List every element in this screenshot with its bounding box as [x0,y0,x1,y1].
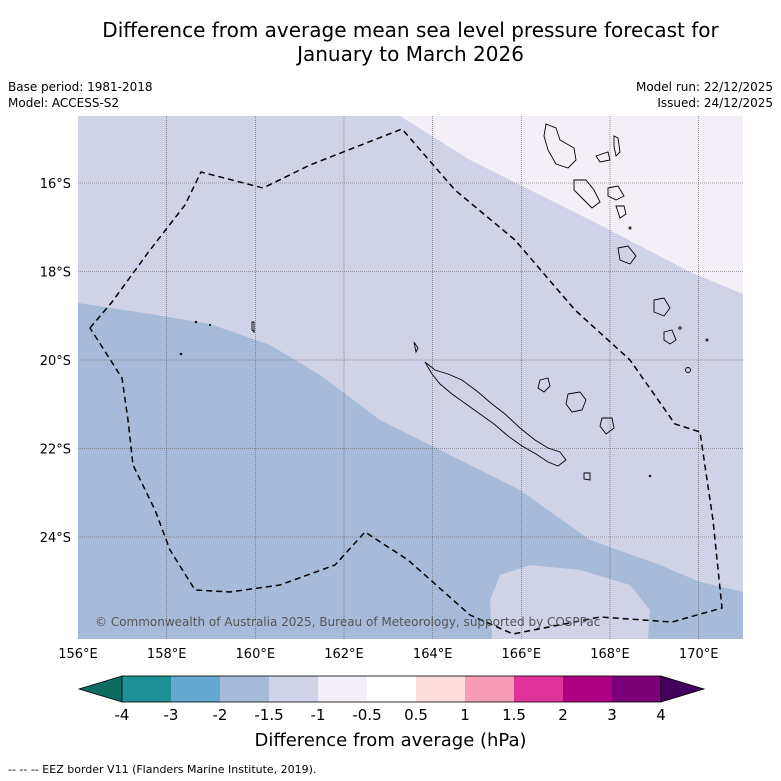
meta-right: Model run: 22/12/2025 Issued: 24/12/2025 [636,79,773,111]
lon-label-156e: 156°E [58,647,98,662]
reef-islet-3 [208,323,212,327]
colorbar-segment [122,676,171,702]
lon-label-168e: 168°E [590,647,630,662]
lat-label-20s: 20°S [40,354,71,369]
model-name: Model: ACCESS-S2 [8,96,120,110]
erromango-island [653,297,671,317]
colorbar-tick-label: 1.5 [502,706,526,724]
colorbar: -4 -3 -2 -1.5 -1 -0.5 0.5 1 1.5 2 3 4 [77,675,706,724]
colorbar-segment [171,676,220,702]
base-period: Base period: 1981-2018 [8,80,153,94]
model-run: Model run: 22/12/2025 [635,80,773,94]
title-line-1: Difference from average mean sea level p… [102,18,719,42]
belep-island [413,341,419,354]
epi-island [615,205,627,219]
colorbar-segment [612,676,661,702]
malekula-island [573,179,601,209]
eez-border [89,128,723,635]
meta-left: Base period: 1981-2018 Model: ACCESS-S2 [8,79,153,111]
aneityum-island [685,367,691,373]
aniwa-island [678,326,682,330]
colorbar-segment [465,676,514,702]
colorbar-tick-label: -1.5 [254,706,283,724]
maewo-island [613,135,621,157]
reef-islet-1 [194,320,198,324]
coastlines [179,123,709,481]
new-caledonia [424,361,567,467]
efate-island [617,245,637,265]
title-line-2: January to March 2026 [297,42,524,66]
colorbar-arrow-high [660,675,706,703]
eez-legend-note: -- -- -- EEZ border V11 (Flanders Marine… [8,763,317,776]
lon-label-162e: 162°E [324,647,364,662]
tanna-island [663,329,677,345]
colorbar-segment [367,676,416,702]
anomaly-band-minus1 [400,116,743,294]
colorbar-segment [514,676,563,702]
chesterfield-reef [251,321,255,334]
isle-of-pines [583,472,591,481]
shepherd-islands [628,226,632,230]
lat-label-18s: 18°S [40,266,71,281]
copyright-text: © Commonwealth of Australia 2025, Bureau… [95,615,600,629]
colorbar-segment [220,676,269,702]
lon-label-170e: 170°E [679,647,719,662]
colorbar-tick-label: 1 [460,706,470,724]
colorbar-segment [318,676,367,702]
mare-island [599,417,615,435]
ambae-island [595,151,611,163]
anomaly-band-minus2 [78,303,743,639]
colorbar-tick-label: 3 [607,706,617,724]
lat-axis: 16°S 18°S 20°S 22°S 24°S [40,177,71,546]
colorbar-tick-label: -3 [164,706,179,724]
pentecost-island [607,185,625,201]
colorbar-tick-label: -0.5 [352,706,381,724]
lon-label-164e: 164°E [413,647,453,662]
colorbar-tick-label: 4 [656,706,666,724]
colorbar-tick-label: -2 [213,706,228,724]
lon-label-160e: 160°E [236,647,276,662]
lat-label-22s: 22°S [40,443,71,458]
walpole-island [648,474,652,478]
colorbar-tick-label: 0.5 [404,706,428,724]
lon-label-158e: 158°E [147,647,187,662]
lat-label-16s: 16°S [40,177,71,192]
map-area: © Commonwealth of Australia 2025, Bureau… [78,116,743,639]
colorbar-segment [563,676,612,702]
colorbar-tick-label: -1 [311,706,326,724]
map-title: Difference from average mean sea level p… [40,18,781,66]
colorbar-tick-label: -4 [115,706,130,724]
colorbar-tick-label: 2 [558,706,568,724]
lifou-island [565,391,587,413]
colorbar-segment [269,676,318,702]
lon-label-166e: 166°E [502,647,542,662]
lat-label-24s: 24°S [40,531,71,546]
colorbar-title: Difference from average (hPa) [254,730,527,751]
issued-date: Issued: 24/12/2025 [657,96,773,110]
colorbar-segment [416,676,465,702]
futuna-island [705,338,709,342]
colorbar-frame [121,675,662,703]
espiritu-santo [543,123,577,169]
ouvea-island [537,377,551,393]
reef-islet-2 [179,352,183,356]
colorbar-arrow-low [77,675,123,703]
graticule [78,116,743,639]
lon-axis: 156°E 158°E 160°E 162°E 164°E 166°E 168°… [58,647,718,662]
